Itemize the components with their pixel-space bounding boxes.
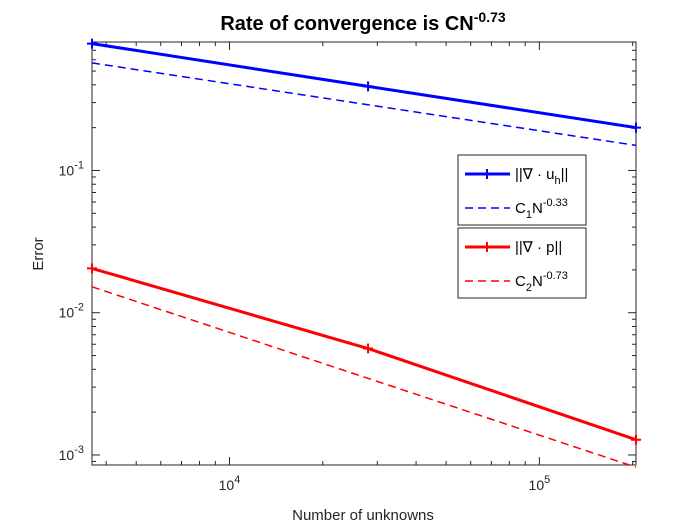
legend-label: ||∇ · p|| — [515, 239, 562, 256]
legend-label-sup: -0.33 — [543, 197, 568, 209]
legend: ||∇ · uh||C1N-0.33||∇ · p||C2N-0.73 — [457, 154, 587, 299]
legend-label-mid: N — [532, 273, 543, 290]
legend-label: ||∇ · uh|| — [515, 166, 568, 187]
data-point-marker — [631, 434, 641, 445]
x-axis-label: Number of unknowns — [292, 507, 434, 524]
chart-title-main: Rate of convergence is CN — [220, 13, 473, 35]
x-tick-base: 10 — [219, 477, 235, 493]
y-axis-label: Error — [30, 237, 47, 270]
y-tick-base: 10 — [59, 162, 75, 178]
x-tick-label: 105 — [529, 474, 551, 493]
data-point-marker — [363, 343, 374, 354]
legend-label-main: C — [515, 200, 526, 217]
legend-label-suffix: || — [561, 166, 569, 183]
y-tick-label: 10-3 — [59, 444, 84, 463]
y-tick-label: 10-1 — [59, 159, 84, 178]
legend-label-sub: 1 — [526, 209, 532, 221]
x-tick-label: 104 — [219, 474, 241, 493]
y-tick-exponent: -2 — [74, 302, 84, 314]
y-tick-base: 10 — [59, 447, 75, 463]
legend-label: C2N-0.73 — [515, 270, 568, 294]
legend-box-1 — [457, 227, 587, 299]
data-point-marker — [87, 38, 97, 49]
series-line-1 — [91, 62, 637, 147]
legend-label-sup: -0.73 — [543, 270, 568, 282]
data-point-marker — [87, 263, 97, 274]
chart-title: Rate of convergence is CN-0.73 — [220, 9, 506, 35]
legend-marker — [482, 169, 492, 179]
x-tick-exponent: 4 — [234, 474, 240, 486]
legend-label: C1N-0.33 — [515, 197, 568, 221]
legend-box-0 — [457, 154, 587, 226]
legend-label-mid: N — [532, 200, 543, 217]
legend-label-sub: h — [555, 175, 561, 187]
y-tick-exponent: -1 — [74, 159, 84, 171]
series-line-3 — [91, 286, 637, 468]
data-point-marker — [363, 81, 374, 92]
chart-title-exponent: -0.73 — [474, 9, 506, 25]
legend-marker — [482, 242, 492, 252]
y-tick-base: 10 — [59, 305, 75, 321]
legend-label-main: ||∇ · p|| — [515, 239, 562, 256]
data-point-marker — [631, 122, 641, 133]
x-tick-exponent: 5 — [544, 474, 550, 486]
y-tick-label: 10-2 — [59, 302, 84, 321]
legend-label-main: ||∇ · u — [515, 166, 555, 183]
y-tick-exponent: -3 — [74, 444, 84, 456]
legend-label-sub: 2 — [526, 282, 532, 294]
legend-label-main: C — [515, 273, 526, 290]
x-tick-base: 10 — [529, 477, 545, 493]
